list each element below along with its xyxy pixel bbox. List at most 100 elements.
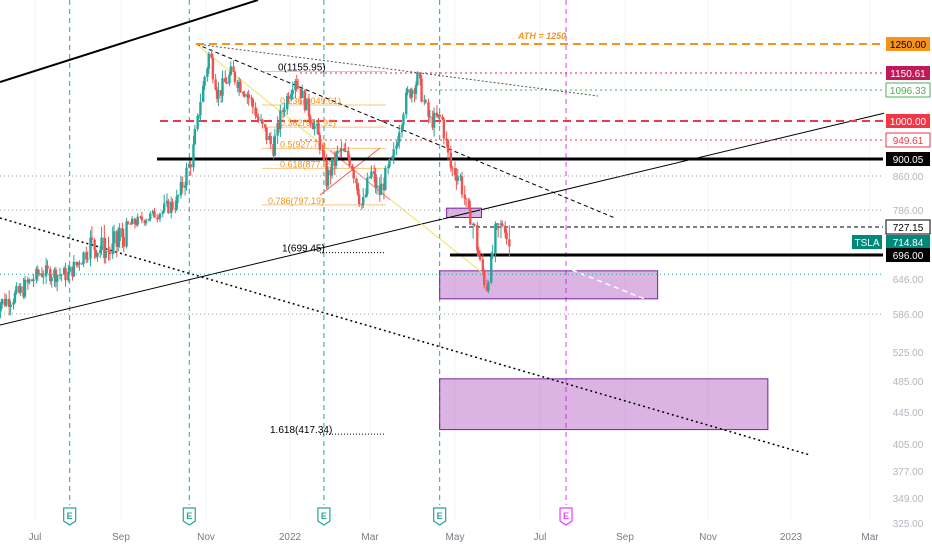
earnings-marker[interactable]: E	[182, 507, 196, 526]
candle-body	[122, 237, 125, 247]
candle-body	[423, 100, 426, 102]
candle-body	[76, 262, 80, 265]
candle-body	[413, 89, 416, 94]
candle-body	[437, 114, 440, 117]
candle-body	[0, 299, 4, 305]
candle-body	[203, 76, 206, 86]
candle-body	[135, 223, 138, 225]
candle-body	[210, 53, 213, 58]
candle-body	[115, 231, 119, 247]
candle-body	[378, 185, 381, 195]
fib-label: 0.618(877.99)	[280, 159, 336, 169]
candle-body	[139, 216, 142, 218]
candle-body	[311, 123, 315, 130]
candle-body	[129, 223, 132, 225]
price-tick-label: 860.00	[893, 172, 924, 183]
candle-body	[398, 132, 401, 143]
price-tag-label: 696.00	[893, 251, 924, 262]
trendline-red-cross	[319, 147, 381, 196]
candle-body	[435, 112, 439, 117]
candle-body	[54, 269, 58, 282]
price-tag-label: 1096.33	[890, 86, 927, 97]
candle-body	[336, 150, 339, 154]
candle-body	[111, 243, 114, 255]
candle-body	[23, 279, 27, 297]
candle-body	[299, 88, 303, 99]
candle-body	[104, 250, 107, 258]
candle-body	[334, 153, 338, 166]
candle-body	[219, 90, 223, 96]
candle-body	[463, 194, 466, 199]
candle-body	[279, 110, 282, 129]
candle-body	[318, 134, 322, 150]
candle-body	[174, 208, 177, 210]
candle-body	[225, 82, 228, 84]
price-tag-label: 900.05	[893, 155, 924, 166]
candle-body	[313, 125, 316, 130]
candle-body	[485, 285, 489, 291]
candle-body	[5, 298, 8, 306]
candle-body	[322, 150, 326, 161]
candle-body	[344, 150, 347, 152]
candle-body	[250, 98, 253, 100]
earnings-flag-icon	[182, 507, 196, 526]
candle-body	[391, 156, 394, 160]
earnings-marker[interactable]: E	[433, 507, 447, 526]
candle-body	[49, 269, 52, 282]
candle-body	[348, 157, 351, 166]
candle-body	[86, 258, 89, 260]
candle-body	[228, 74, 231, 84]
time-label: Sep	[112, 532, 130, 543]
candle-body	[338, 150, 342, 152]
fib-label: 0.236(1049.61)	[280, 96, 341, 106]
earnings-marker[interactable]: E	[63, 507, 77, 526]
candle-body	[175, 196, 178, 210]
candle-body	[379, 183, 383, 195]
candle-body	[467, 199, 471, 209]
level-label: ATH = 1250	[517, 31, 566, 41]
candle-body	[396, 142, 400, 146]
candle-body	[36, 268, 39, 275]
candle-body	[237, 81, 241, 88]
trendline-downtrend-dashed	[195, 43, 616, 219]
earnings-marker[interactable]: E	[317, 507, 331, 526]
candle-body	[42, 276, 45, 278]
price-tick-label: 485.00	[893, 377, 924, 388]
candle-body	[165, 200, 169, 204]
candle-body	[89, 237, 92, 259]
fib-label: 0.5(927.70)	[280, 139, 326, 149]
candle-body	[295, 80, 298, 87]
candle-body	[257, 116, 260, 121]
candle-body	[431, 116, 434, 128]
candle-body	[98, 250, 102, 253]
candle-body	[197, 115, 201, 117]
candle-body	[19, 286, 22, 293]
candle-body	[347, 150, 350, 158]
earnings-marker[interactable]: E	[559, 507, 573, 526]
earnings-flag-icon	[559, 507, 573, 526]
candle-body	[151, 210, 155, 214]
candle-body	[372, 171, 376, 174]
symbol-label: TSLA	[854, 238, 879, 249]
price-tag	[885, 219, 931, 235]
trendline-falling-dotted	[0, 217, 811, 456]
time-label: 2023	[780, 532, 803, 543]
earnings-flag-icon	[433, 507, 447, 526]
candle-body	[100, 237, 103, 251]
zones	[439, 207, 769, 431]
trendline-upper-dotted	[195, 43, 599, 97]
candle-body	[490, 256, 493, 283]
candle-body	[60, 274, 63, 276]
candle-body	[157, 217, 160, 219]
candle-body	[0, 304, 2, 312]
candle-body	[451, 167, 454, 169]
candle-body	[384, 168, 387, 191]
candle-body	[333, 158, 336, 166]
candle-body	[71, 266, 74, 277]
candle-body	[179, 182, 183, 196]
candle-body	[418, 72, 422, 79]
candle-body	[392, 149, 395, 157]
